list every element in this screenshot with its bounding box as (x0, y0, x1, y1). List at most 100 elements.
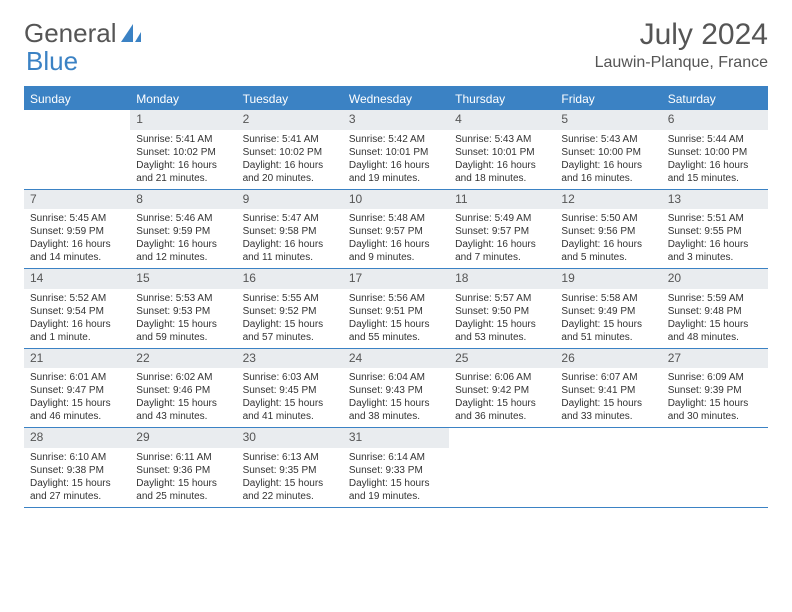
sunrise-line: Sunrise: 5:45 AM (30, 212, 124, 225)
day-number: 9 (237, 190, 343, 210)
weekday-friday: Friday (555, 88, 661, 110)
day-details: Sunrise: 5:53 AMSunset: 9:53 PMDaylight:… (130, 289, 236, 348)
sunset-line: Sunset: 9:38 PM (30, 464, 124, 477)
day-number: 18 (449, 269, 555, 289)
day-number: 19 (555, 269, 661, 289)
daylight-line: Daylight: 15 hours and 30 minutes. (668, 397, 762, 423)
day-cell-1: 1Sunrise: 5:41 AMSunset: 10:02 PMDayligh… (130, 110, 236, 189)
daylight-line: Daylight: 15 hours and 51 minutes. (561, 318, 655, 344)
sunrise-line: Sunrise: 5:44 AM (668, 133, 762, 146)
day-cell-17: 17Sunrise: 5:56 AMSunset: 9:51 PMDayligh… (343, 269, 449, 348)
day-cell-13: 13Sunrise: 5:51 AMSunset: 9:55 PMDayligh… (662, 190, 768, 269)
daylight-line: Daylight: 16 hours and 21 minutes. (136, 159, 230, 185)
day-details: Sunrise: 5:48 AMSunset: 9:57 PMDaylight:… (343, 209, 449, 268)
logo-text-2: Blue (26, 46, 78, 77)
day-details: Sunrise: 5:41 AMSunset: 10:02 PMDaylight… (237, 130, 343, 189)
day-number: 24 (343, 349, 449, 369)
sunrise-line: Sunrise: 5:42 AM (349, 133, 443, 146)
sunset-line: Sunset: 9:54 PM (30, 305, 124, 318)
title-block: July 2024 Lauwin-Planque, France (595, 18, 768, 72)
day-details: Sunrise: 6:01 AMSunset: 9:47 PMDaylight:… (24, 368, 130, 427)
sunset-line: Sunset: 9:47 PM (30, 384, 124, 397)
day-number: 15 (130, 269, 236, 289)
day-cell-23: 23Sunrise: 6:03 AMSunset: 9:45 PMDayligh… (237, 349, 343, 428)
day-number: 14 (24, 269, 130, 289)
empty-cell: . (555, 428, 661, 507)
sunrise-line: Sunrise: 5:49 AM (455, 212, 549, 225)
sunrise-line: Sunrise: 5:57 AM (455, 292, 549, 305)
sunset-line: Sunset: 9:49 PM (561, 305, 655, 318)
daylight-line: Daylight: 15 hours and 38 minutes. (349, 397, 443, 423)
day-number: 20 (662, 269, 768, 289)
day-cell-7: 7Sunrise: 5:45 AMSunset: 9:59 PMDaylight… (24, 190, 130, 269)
daylight-line: Daylight: 15 hours and 27 minutes. (30, 477, 124, 503)
day-number: 2 (237, 110, 343, 130)
day-number: 12 (555, 190, 661, 210)
sunrise-line: Sunrise: 6:09 AM (668, 371, 762, 384)
daylight-line: Daylight: 16 hours and 3 minutes. (668, 238, 762, 264)
daylight-line: Daylight: 15 hours and 36 minutes. (455, 397, 549, 423)
day-number: 26 (555, 349, 661, 369)
daylight-line: Daylight: 16 hours and 20 minutes. (243, 159, 337, 185)
sunrise-line: Sunrise: 6:01 AM (30, 371, 124, 384)
day-details: Sunrise: 5:55 AMSunset: 9:52 PMDaylight:… (237, 289, 343, 348)
week-row: 7Sunrise: 5:45 AMSunset: 9:59 PMDaylight… (24, 190, 768, 270)
day-cell-18: 18Sunrise: 5:57 AMSunset: 9:50 PMDayligh… (449, 269, 555, 348)
day-cell-16: 16Sunrise: 5:55 AMSunset: 9:52 PMDayligh… (237, 269, 343, 348)
header: General July 2024 Lauwin-Planque, France (0, 0, 792, 78)
day-cell-15: 15Sunrise: 5:53 AMSunset: 9:53 PMDayligh… (130, 269, 236, 348)
sunrise-line: Sunrise: 6:04 AM (349, 371, 443, 384)
weekday-thursday: Thursday (449, 88, 555, 110)
day-cell-31: 31Sunrise: 6:14 AMSunset: 9:33 PMDayligh… (343, 428, 449, 507)
sunset-line: Sunset: 9:50 PM (455, 305, 549, 318)
sunset-line: Sunset: 10:00 PM (668, 146, 762, 159)
day-number: 13 (662, 190, 768, 210)
sunrise-line: Sunrise: 5:41 AM (136, 133, 230, 146)
daylight-line: Daylight: 16 hours and 16 minutes. (561, 159, 655, 185)
sunset-line: Sunset: 9:48 PM (668, 305, 762, 318)
sunrise-line: Sunrise: 5:43 AM (455, 133, 549, 146)
sunset-line: Sunset: 9:53 PM (136, 305, 230, 318)
daylight-line: Daylight: 15 hours and 25 minutes. (136, 477, 230, 503)
sunrise-line: Sunrise: 5:47 AM (243, 212, 337, 225)
day-cell-10: 10Sunrise: 5:48 AMSunset: 9:57 PMDayligh… (343, 190, 449, 269)
weekday-saturday: Saturday (662, 88, 768, 110)
day-details: Sunrise: 5:58 AMSunset: 9:49 PMDaylight:… (555, 289, 661, 348)
sunset-line: Sunset: 9:58 PM (243, 225, 337, 238)
day-details: Sunrise: 6:07 AMSunset: 9:41 PMDaylight:… (555, 368, 661, 427)
day-number: 31 (343, 428, 449, 448)
sunrise-line: Sunrise: 6:02 AM (136, 371, 230, 384)
daylight-line: Daylight: 15 hours and 48 minutes. (668, 318, 762, 344)
day-details: Sunrise: 6:02 AMSunset: 9:46 PMDaylight:… (130, 368, 236, 427)
day-cell-2: 2Sunrise: 5:41 AMSunset: 10:02 PMDayligh… (237, 110, 343, 189)
day-cell-8: 8Sunrise: 5:46 AMSunset: 9:59 PMDaylight… (130, 190, 236, 269)
daylight-line: Daylight: 15 hours and 57 minutes. (243, 318, 337, 344)
day-details: Sunrise: 5:52 AMSunset: 9:54 PMDaylight:… (24, 289, 130, 348)
sunset-line: Sunset: 9:35 PM (243, 464, 337, 477)
daylight-line: Daylight: 16 hours and 5 minutes. (561, 238, 655, 264)
day-number: 29 (130, 428, 236, 448)
logo: General (24, 18, 143, 49)
sunrise-line: Sunrise: 6:10 AM (30, 451, 124, 464)
sunset-line: Sunset: 9:39 PM (668, 384, 762, 397)
day-details: Sunrise: 6:06 AMSunset: 9:42 PMDaylight:… (449, 368, 555, 427)
day-details: Sunrise: 6:10 AMSunset: 9:38 PMDaylight:… (24, 448, 130, 507)
sunset-line: Sunset: 9:43 PM (349, 384, 443, 397)
day-details: Sunrise: 5:45 AMSunset: 9:59 PMDaylight:… (24, 209, 130, 268)
sunrise-line: Sunrise: 5:56 AM (349, 292, 443, 305)
day-details: Sunrise: 6:14 AMSunset: 9:33 PMDaylight:… (343, 448, 449, 507)
daylight-line: Daylight: 15 hours and 41 minutes. (243, 397, 337, 423)
day-number: 3 (343, 110, 449, 130)
sunrise-line: Sunrise: 6:03 AM (243, 371, 337, 384)
sunset-line: Sunset: 9:55 PM (668, 225, 762, 238)
day-details: Sunrise: 5:42 AMSunset: 10:01 PMDaylight… (343, 130, 449, 189)
sunset-line: Sunset: 9:57 PM (349, 225, 443, 238)
day-details: Sunrise: 5:50 AMSunset: 9:56 PMDaylight:… (555, 209, 661, 268)
day-details: Sunrise: 5:41 AMSunset: 10:02 PMDaylight… (130, 130, 236, 189)
day-cell-19: 19Sunrise: 5:58 AMSunset: 9:49 PMDayligh… (555, 269, 661, 348)
day-number: 5 (555, 110, 661, 130)
sunrise-line: Sunrise: 5:50 AM (561, 212, 655, 225)
day-cell-28: 28Sunrise: 6:10 AMSunset: 9:38 PMDayligh… (24, 428, 130, 507)
day-number: 23 (237, 349, 343, 369)
day-cell-25: 25Sunrise: 6:06 AMSunset: 9:42 PMDayligh… (449, 349, 555, 428)
